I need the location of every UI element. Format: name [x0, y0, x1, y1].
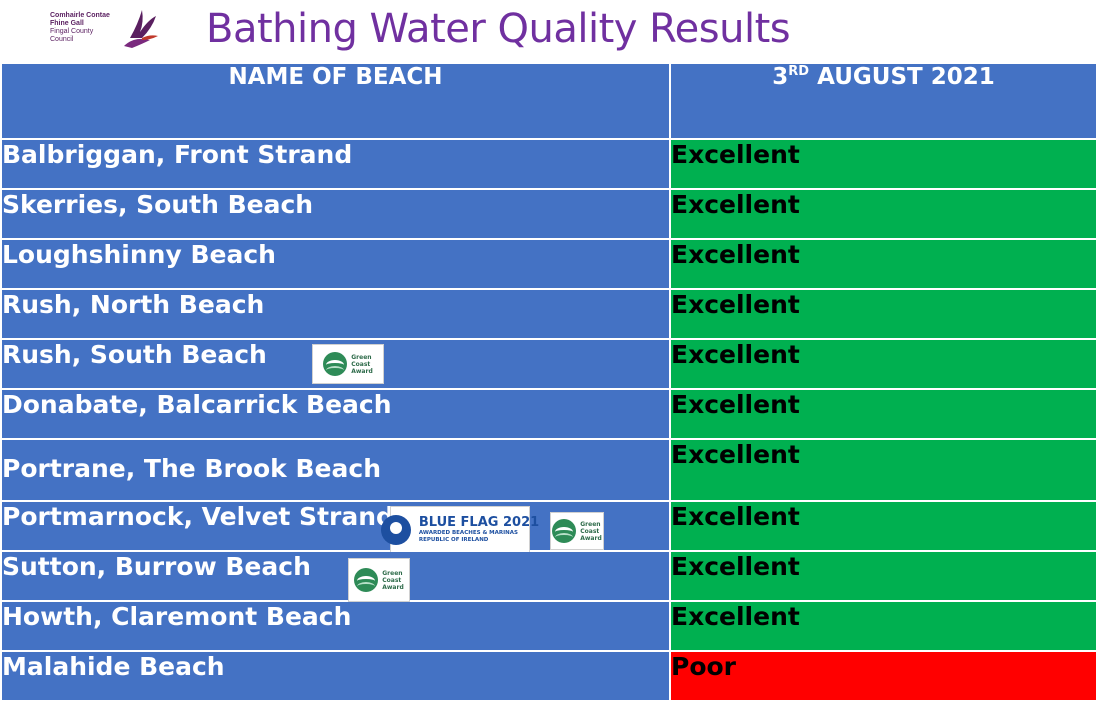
- column-header-date: 3RD AUGUST 2021: [669, 62, 1096, 140]
- blue-flag-icon: [380, 515, 411, 545]
- beach-name: Loughshinny Beach: [0, 238, 671, 290]
- beach-result: Excellent: [669, 238, 1096, 290]
- green-coast-wave-icon: [354, 568, 379, 592]
- table-row: Rush, South Beach Green Coast Award Exce…: [0, 338, 1096, 390]
- beach-name: Malahide Beach: [0, 650, 671, 702]
- blue-flag-label: BLUE FLAG 2021 AWARDED BEACHES & MARINAS…: [418, 515, 540, 544]
- date-day: 3: [772, 64, 789, 90]
- green-coast-award-badge: Green Coast Award: [550, 512, 604, 550]
- date-ordinal-suffix: RD: [788, 64, 810, 79]
- table-row: Portmarnock, Velvet Strand BLUE FLAG 202…: [0, 500, 1096, 554]
- table-row: Skerries, South Beach Excellent: [0, 188, 1096, 240]
- green-coast-label: Green Coast Award: [580, 520, 602, 542]
- beach-name: Rush, North Beach: [0, 288, 671, 340]
- beach-name: Howth, Claremont Beach: [0, 600, 671, 652]
- table-row: Portrane, The Brook Beach Excellent: [0, 438, 1096, 502]
- beach-result: Poor: [669, 650, 1096, 702]
- council-name-line1: Comhairle Contae: [50, 12, 110, 19]
- beach-result: Excellent: [669, 388, 1096, 440]
- beach-result: Excellent: [669, 500, 1096, 552]
- council-bird-logo-icon: [124, 10, 158, 48]
- beach-result: Excellent: [669, 288, 1096, 340]
- beach-result: Excellent: [669, 138, 1096, 190]
- beach-name: Sutton, Burrow Beach: [2, 552, 311, 581]
- page-title: Bathing Water Quality Results: [206, 6, 791, 52]
- table-row: Sutton, Burrow Beach Green Coast Award E…: [0, 550, 1096, 602]
- table-row: Balbriggan, Front Strand Excellent: [0, 138, 1096, 190]
- beach-name-cell: Rush, South Beach Green Coast Award: [0, 338, 671, 390]
- beach-name: Portrane, The Brook Beach: [0, 438, 671, 502]
- table-row: Malahide Beach Poor: [0, 650, 1096, 702]
- green-coast-award-badge: Green Coast Award: [312, 344, 384, 384]
- beach-result: Excellent: [669, 438, 1096, 502]
- council-name-line4: Council: [50, 36, 74, 43]
- beach-result: Excellent: [669, 600, 1096, 652]
- green-coast-label: Green Coast Award: [382, 569, 404, 591]
- beach-result: Excellent: [669, 550, 1096, 602]
- table-row: Rush, North Beach Excellent: [0, 288, 1096, 340]
- table-row: Howth, Claremont Beach Excellent: [0, 600, 1096, 652]
- table-header-row: NAME OF BEACH 3RD AUGUST 2021: [0, 62, 1096, 140]
- table-row: Loughshinny Beach Excellent: [0, 238, 1096, 290]
- table-row: Donabate, Balcarrick Beach Excellent: [0, 388, 1096, 440]
- page-header: Comhairle Contae Fhine Gall Fingal Count…: [0, 0, 1096, 62]
- column-header-beach: NAME OF BEACH: [0, 62, 671, 140]
- green-coast-label: Green Coast Award: [351, 353, 373, 375]
- beach-name: Portmarnock, Velvet Strand: [2, 502, 394, 531]
- green-coast-award-badge: Green Coast Award: [348, 558, 410, 602]
- beach-name-cell: Portmarnock, Velvet Strand BLUE FLAG 202…: [0, 500, 671, 554]
- council-name: Comhairle Contae Fhine Gall Fingal Count…: [50, 12, 110, 44]
- beach-result: Excellent: [669, 188, 1096, 240]
- beach-name: Donabate, Balcarrick Beach: [0, 388, 671, 440]
- results-table: NAME OF BEACH 3RD AUGUST 2021 Balbriggan…: [0, 62, 1096, 702]
- council-name-line2: Fhine Gall: [50, 20, 84, 27]
- beach-name-cell: Sutton, Burrow Beach Green Coast Award: [0, 550, 671, 602]
- beach-name: Rush, South Beach: [2, 340, 267, 369]
- green-coast-wave-icon: [552, 519, 577, 543]
- date-rest: AUGUST 2021: [809, 64, 995, 90]
- blue-flag-badge: BLUE FLAG 2021 AWARDED BEACHES & MARINAS…: [380, 506, 539, 554]
- beach-result: Excellent: [669, 338, 1096, 390]
- beach-name: Balbriggan, Front Strand: [0, 138, 671, 190]
- beach-name: Skerries, South Beach: [0, 188, 671, 240]
- green-coast-wave-icon: [323, 352, 348, 376]
- council-name-line3: Fingal County: [50, 28, 94, 35]
